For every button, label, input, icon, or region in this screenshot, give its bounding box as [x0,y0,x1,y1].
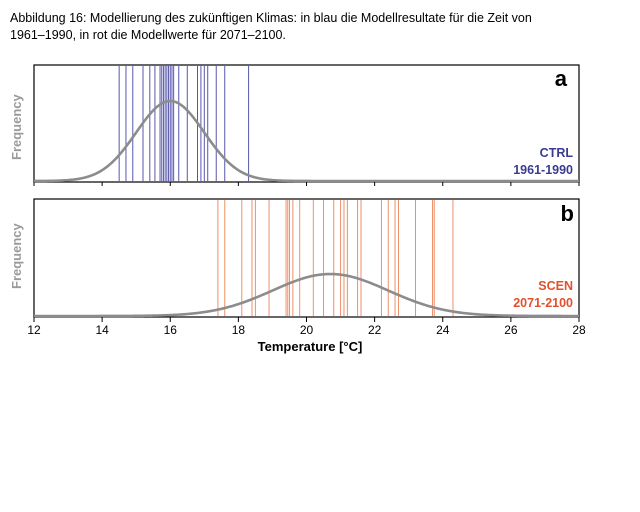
panel-a-legend-name: CTRL [540,146,574,160]
x-tick-label-7: 26 [504,323,518,337]
x-tick-label-8: 28 [572,323,586,337]
panel-a-frame [33,64,580,183]
panel-a-legend-period: 1961-1990 [513,163,573,177]
x-tick-label-3: 18 [232,323,246,337]
panel-b-frame [33,198,580,318]
x-tick-label-2: 16 [164,323,178,337]
panel-b-distribution-curve [34,272,579,318]
figure-caption: Abbildung 16: Modellierung des zukünftig… [10,10,588,44]
x-tick-label-6: 24 [436,323,450,337]
x-axis-label: Temperature [°C] [258,339,363,354]
caption-line-1: Abbildung 16: Modellierung des zukünftig… [10,11,532,25]
panel-b-ylabel: Frequency [9,222,24,289]
panel-b-letter: b [561,201,574,226]
panel-a-model-lines [118,66,250,181]
x-tick-label-5: 22 [368,323,382,337]
panel-a-distribution-curve [34,99,579,183]
panel-a-letter: a [555,66,568,91]
caption-line-2: 1961–1990, in rot die Modellwerte für 20… [10,28,286,42]
panel-b-model-lines [217,200,454,316]
x-tick-label-1: 14 [95,323,109,337]
panel-b-legend-name: SCEN [538,279,573,293]
panel-a-ylabel: Frequency [9,93,24,160]
x-tick-label-4: 20 [300,323,314,337]
x-axis-ticks: 12 14 16 18 20 22 24 26 28 [27,182,586,337]
panel-b-legend-period: 2071-2100 [513,296,573,310]
x-tick-label-0: 12 [27,323,41,337]
